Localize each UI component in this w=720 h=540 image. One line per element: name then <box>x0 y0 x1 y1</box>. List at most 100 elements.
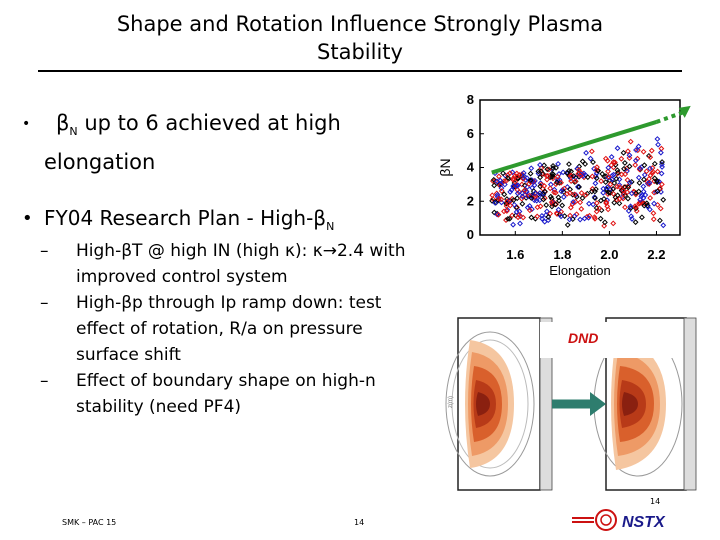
data-point <box>584 174 591 181</box>
data-point <box>610 185 617 192</box>
data-point <box>539 215 545 222</box>
chart-axes: 1.6 1.8 2.0 2.2 0 2 4 6 8 Elongation βN <box>437 92 681 278</box>
data-point <box>525 193 531 200</box>
slide-title: Shape and Rotation Influence Strongly Pl… <box>60 10 660 66</box>
data-point <box>566 190 573 196</box>
trend-arrowhead-icon <box>678 105 691 118</box>
data-point <box>610 220 617 227</box>
data-point <box>626 163 633 170</box>
data-point <box>604 157 611 164</box>
data-point <box>605 173 612 180</box>
data-point <box>633 147 639 153</box>
title-line-1: Shape and Rotation Influence Strongly Pl… <box>116 12 604 36</box>
data-point <box>581 215 588 222</box>
data-point <box>626 179 633 186</box>
data-point <box>495 195 502 202</box>
data-point <box>651 160 658 167</box>
data-point <box>552 189 559 196</box>
data-point <box>601 222 608 229</box>
bullet-research-plan-text: FY04 Research Plan - High- <box>44 206 314 230</box>
data-point <box>489 197 495 204</box>
data-point <box>628 190 635 197</box>
y-tick-label: 8 <box>467 92 474 107</box>
data-point <box>532 193 539 200</box>
data-point <box>636 180 643 186</box>
bullet-dot-icon: • <box>22 208 33 229</box>
data-point <box>585 214 592 221</box>
nstx-logo-icon: NSTX <box>572 509 666 531</box>
data-point <box>537 174 544 181</box>
x-axis-label: Elongation <box>549 263 610 278</box>
data-point <box>592 180 599 187</box>
footer-page-number: 14 <box>354 518 365 527</box>
data-point <box>641 162 648 169</box>
data-point <box>622 192 628 199</box>
data-point <box>498 188 505 194</box>
data-point <box>647 154 654 161</box>
data-point <box>615 169 621 176</box>
z-axis-label: z(m) <box>448 396 454 408</box>
y-tick-label: 0 <box>467 227 474 242</box>
data-point <box>618 187 625 194</box>
data-point <box>552 201 559 208</box>
data-point <box>655 141 662 148</box>
data-point <box>496 173 502 180</box>
data-point <box>528 195 535 201</box>
data-point <box>513 209 520 215</box>
bullet-research-plan: FY04 Research Plan - High-βN <box>44 204 444 241</box>
data-point <box>601 195 607 202</box>
data-point <box>536 193 543 200</box>
data-point <box>597 215 604 222</box>
data-point <box>568 178 575 184</box>
data-point <box>616 200 623 207</box>
data-point <box>577 172 584 179</box>
data-point <box>543 202 550 208</box>
data-point <box>501 191 508 198</box>
data-point <box>514 195 521 202</box>
y-tick-label: 6 <box>467 126 474 141</box>
data-point <box>548 195 555 202</box>
data-point <box>640 195 647 201</box>
data-point <box>556 197 562 204</box>
data-point <box>650 168 656 175</box>
data-point <box>558 188 565 195</box>
data-point <box>640 148 647 155</box>
data-point <box>598 178 605 185</box>
trend-line <box>491 120 658 175</box>
data-point <box>641 202 648 209</box>
data-point <box>527 170 534 177</box>
data-point <box>574 183 581 190</box>
beta-subscript: N <box>326 220 335 233</box>
data-point <box>510 197 517 204</box>
sub-bullet-text: Effect of boundary shape on high-n stabi… <box>76 371 376 417</box>
data-point <box>649 170 656 177</box>
data-point <box>586 200 592 207</box>
data-point <box>600 189 607 196</box>
dash-icon: – <box>40 371 49 391</box>
data-point <box>657 205 664 212</box>
data-point <box>516 172 523 178</box>
data-point <box>543 208 550 215</box>
data-point <box>570 199 577 205</box>
data-point <box>604 184 611 191</box>
data-point <box>566 216 573 223</box>
data-point <box>520 170 527 176</box>
data-point <box>626 155 633 161</box>
data-point <box>643 168 650 175</box>
data-point <box>517 220 523 227</box>
data-point <box>538 168 544 175</box>
data-point <box>613 175 620 182</box>
data-point <box>512 178 519 185</box>
data-point <box>533 197 540 204</box>
data-point <box>648 147 655 154</box>
data-point <box>550 162 556 169</box>
data-point <box>590 159 596 166</box>
data-point <box>616 196 623 202</box>
data-point <box>582 192 589 198</box>
data-point <box>523 188 530 195</box>
transition-arrow-icon <box>590 392 606 416</box>
dash-icon: – <box>40 293 49 313</box>
title-divider <box>38 70 682 72</box>
data-point <box>527 177 534 184</box>
data-point <box>614 183 621 190</box>
